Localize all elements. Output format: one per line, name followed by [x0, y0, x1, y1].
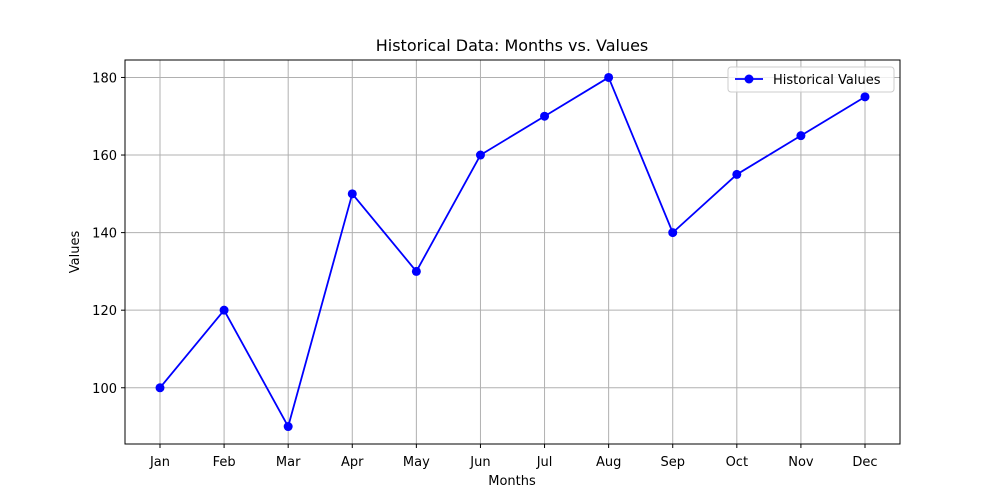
chart-title: Historical Data: Months vs. Values [376, 36, 649, 55]
x-axis-ticks: Jan Feb Mar Apr May Jun Jul Aug Sep Oct Nov Dec [149, 444, 878, 470]
data-point [219, 305, 229, 315]
data-point [540, 111, 550, 121]
x-tick-label: Jun [469, 455, 490, 470]
x-tick-label: Jan [149, 455, 170, 470]
data-point [732, 169, 742, 179]
plot-frame [124, 59, 901, 445]
series-line [159, 76, 866, 428]
legend-label: Historical Values [773, 73, 881, 88]
x-tick-label: Mar [276, 455, 301, 470]
x-tick-label: Sep [660, 455, 685, 470]
legend-box [727, 66, 895, 93]
x-tick-label: Nov [788, 455, 814, 470]
data-point [668, 228, 678, 238]
y-tick-label: 160 [92, 149, 117, 164]
series-layer [155, 72, 870, 432]
y-axis-title: Values [68, 231, 83, 274]
data-point [604, 72, 614, 82]
data-point [155, 383, 165, 393]
x-tick-label: Jul [536, 455, 553, 470]
x-tick-label: Apr [341, 455, 364, 470]
data-point [860, 92, 870, 102]
x-tick-label: May [403, 455, 430, 470]
legend: Historical Values [727, 66, 895, 93]
x-tick-label: Feb [213, 455, 236, 470]
legend-marker-sample [744, 74, 754, 84]
y-tick-label: 100 [92, 382, 117, 397]
y-tick-label: 120 [92, 304, 117, 319]
data-point [347, 189, 357, 199]
x-tick-label: Dec [852, 455, 877, 470]
x-tick-label: Aug [596, 455, 621, 470]
x-tick-label: Oct [726, 455, 748, 470]
grid [125, 60, 900, 444]
data-point [475, 150, 485, 160]
y-tick-label: 140 [92, 227, 117, 242]
data-point [796, 131, 806, 141]
y-axis-ticks: 100 120 140 160 180 [92, 71, 125, 397]
x-axis-title: Months [488, 474, 536, 489]
y-tick-label: 180 [92, 71, 117, 86]
data-point [411, 266, 421, 276]
data-point [283, 422, 293, 432]
